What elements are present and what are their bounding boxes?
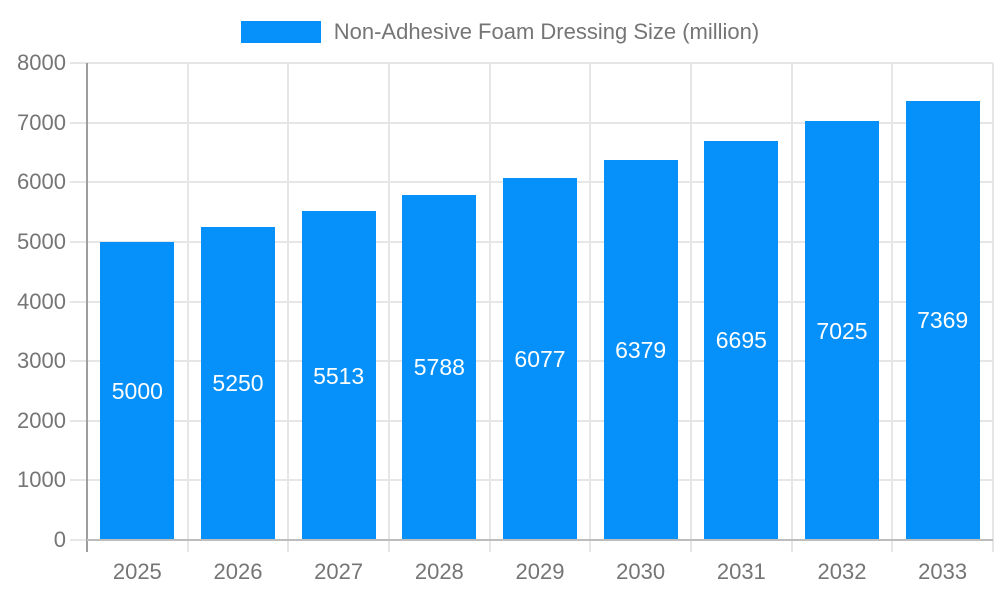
- x-axis-tick-label: 2025: [112, 559, 162, 584]
- legend-swatch-icon: [240, 21, 321, 43]
- y-axis-tick-label: 6000: [17, 169, 66, 195]
- bar-value-label: 5250: [212, 370, 264, 397]
- y-gridline: [70, 62, 993, 64]
- x-gridline: [891, 63, 894, 552]
- bar-value-label: 7025: [816, 317, 868, 344]
- bar: [704, 140, 779, 540]
- x-gridline: [388, 63, 390, 552]
- bar-value-label: 5513: [313, 362, 365, 389]
- bar: [201, 226, 275, 540]
- y-axis-line: [86, 63, 88, 552]
- bar: [603, 159, 678, 540]
- bar-value-label: 5000: [111, 377, 163, 404]
- x-axis-tick-label: 2028: [414, 559, 464, 584]
- y-axis-tick-label: 8000: [17, 50, 66, 75]
- bar-value-label: 6695: [715, 327, 767, 354]
- y-axis-tick-label: 3000: [17, 348, 66, 374]
- bar: [503, 177, 577, 540]
- x-gridline: [992, 63, 994, 552]
- y-axis-tick-label: 2000: [17, 407, 66, 433]
- x-axis-tick-label: 2030: [616, 559, 666, 584]
- x-gridline: [186, 63, 189, 552]
- x-axis-tick-label: 2032: [817, 559, 867, 584]
- y-axis-tick-label: 5000: [17, 228, 66, 254]
- legend-label: Non-Adhesive Foam Dressing Size (million…: [333, 19, 760, 44]
- bar-value-label: 6379: [615, 336, 667, 363]
- bar: [402, 194, 477, 540]
- x-axis-tick-label: 2029: [515, 559, 565, 584]
- x-axis-tick-label: 2026: [213, 559, 263, 584]
- x-axis-tick-label: 2031: [716, 559, 766, 584]
- bar-value-label: 7369: [917, 307, 969, 334]
- x-axis-line: [87, 539, 993, 541]
- legend: Non-Adhesive Foam Dressing Size (million…: [0, 19, 1000, 44]
- y-axis-tick-label: 0: [53, 527, 66, 552]
- bar: [805, 121, 879, 540]
- y-axis-tick-label: 1000: [17, 467, 66, 493]
- bar: [100, 241, 175, 540]
- y-gridline: [70, 121, 993, 124]
- x-gridline: [589, 63, 592, 552]
- y-axis-tick-label: 4000: [17, 288, 66, 314]
- bar: [301, 211, 376, 540]
- bar-value-label: 5788: [413, 354, 465, 381]
- x-axis-tick-label: 2033: [918, 559, 968, 584]
- y-axis-tick-label: 7000: [17, 109, 66, 135]
- x-gridline: [690, 63, 692, 552]
- x-gridline: [790, 63, 793, 552]
- x-axis-tick-label: 2027: [314, 559, 364, 584]
- bar-value-label: 6077: [514, 345, 566, 372]
- x-gridline: [287, 63, 290, 552]
- x-gridline: [488, 63, 491, 552]
- bar: [905, 100, 980, 540]
